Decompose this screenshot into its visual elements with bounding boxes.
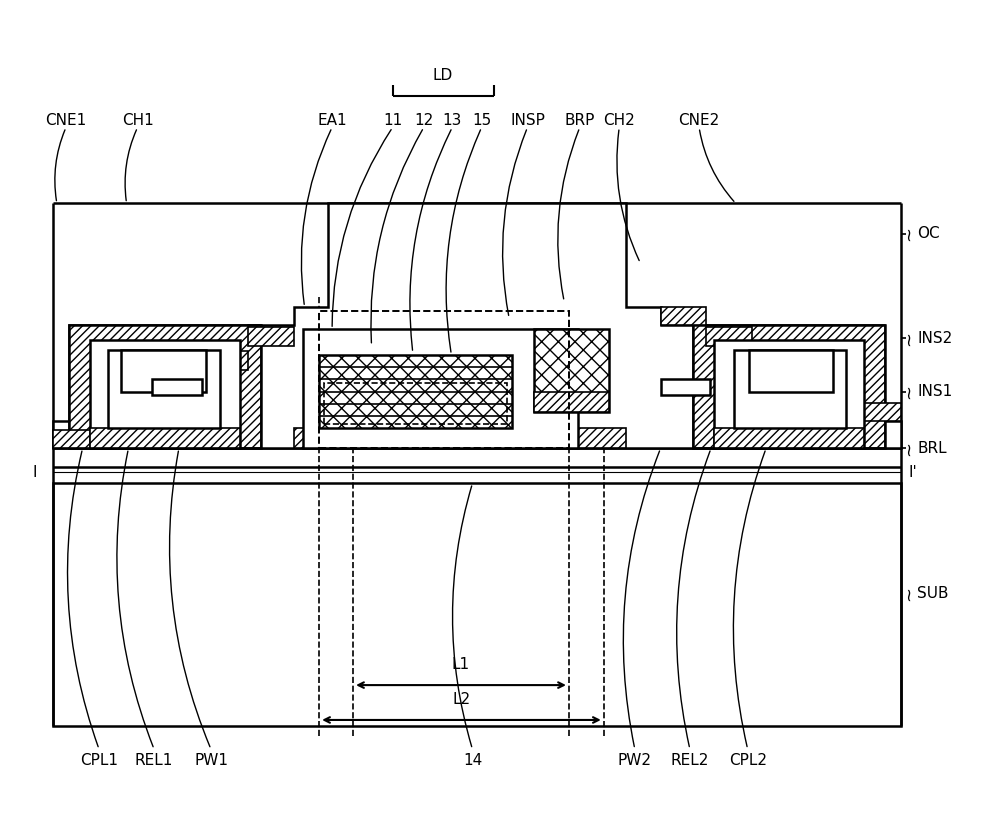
Text: 15: 15 <box>472 113 491 128</box>
Text: L2: L2 <box>452 692 471 707</box>
Text: OC: OC <box>917 227 940 242</box>
Text: INSP: INSP <box>510 113 545 128</box>
Text: EA1: EA1 <box>317 113 347 128</box>
Bar <box>534 392 609 412</box>
Bar <box>90 340 240 448</box>
Bar <box>121 350 206 392</box>
Bar <box>714 428 864 448</box>
Text: ~: ~ <box>899 331 917 346</box>
Bar <box>303 329 578 448</box>
Bar <box>661 378 710 395</box>
Text: L1: L1 <box>452 658 470 672</box>
Bar <box>152 378 202 395</box>
Bar <box>248 327 294 346</box>
Text: BRL: BRL <box>917 441 947 456</box>
Bar <box>693 326 885 448</box>
Polygon shape <box>53 203 901 448</box>
Bar <box>319 355 512 428</box>
Bar <box>53 483 901 727</box>
Text: CNE2: CNE2 <box>678 113 720 128</box>
Bar <box>69 326 261 448</box>
Text: CH2: CH2 <box>603 113 635 128</box>
Text: INS2: INS2 <box>917 331 953 346</box>
Bar <box>802 377 851 395</box>
Text: ~: ~ <box>899 586 917 601</box>
Bar <box>319 310 569 448</box>
Text: 14: 14 <box>463 753 482 768</box>
Bar <box>69 326 261 448</box>
Text: 13: 13 <box>443 113 462 128</box>
Text: CPL2: CPL2 <box>729 753 767 768</box>
Bar <box>53 430 103 448</box>
Bar <box>693 326 885 448</box>
Bar <box>661 307 706 326</box>
Bar <box>714 340 864 448</box>
Bar <box>108 350 220 428</box>
Text: ~: ~ <box>899 441 917 456</box>
Text: LD: LD <box>433 67 453 82</box>
Text: PW2: PW2 <box>618 753 652 768</box>
Bar <box>294 428 626 448</box>
Bar <box>706 327 752 346</box>
Text: CH1: CH1 <box>122 113 153 128</box>
Text: I': I' <box>908 465 917 480</box>
Text: CPL1: CPL1 <box>80 753 118 768</box>
Bar <box>749 350 833 392</box>
Bar <box>752 352 802 369</box>
Text: ~: ~ <box>899 227 917 242</box>
Bar <box>103 403 152 421</box>
Bar <box>851 403 901 421</box>
Bar <box>152 377 202 395</box>
Text: ~: ~ <box>899 384 917 399</box>
Text: I: I <box>33 465 37 480</box>
Text: BRP: BRP <box>565 113 595 128</box>
Text: REL1: REL1 <box>135 753 173 768</box>
Text: SUB: SUB <box>917 586 949 601</box>
Text: PW1: PW1 <box>194 753 228 768</box>
Text: 11: 11 <box>383 113 402 128</box>
Text: REL2: REL2 <box>671 753 709 768</box>
Text: 12: 12 <box>414 113 433 128</box>
Bar <box>734 350 846 428</box>
Text: INS1: INS1 <box>917 384 953 399</box>
Bar <box>534 329 609 412</box>
Text: CNE1: CNE1 <box>45 113 87 128</box>
Bar <box>324 383 507 424</box>
Bar <box>202 352 248 369</box>
Bar <box>90 428 240 448</box>
